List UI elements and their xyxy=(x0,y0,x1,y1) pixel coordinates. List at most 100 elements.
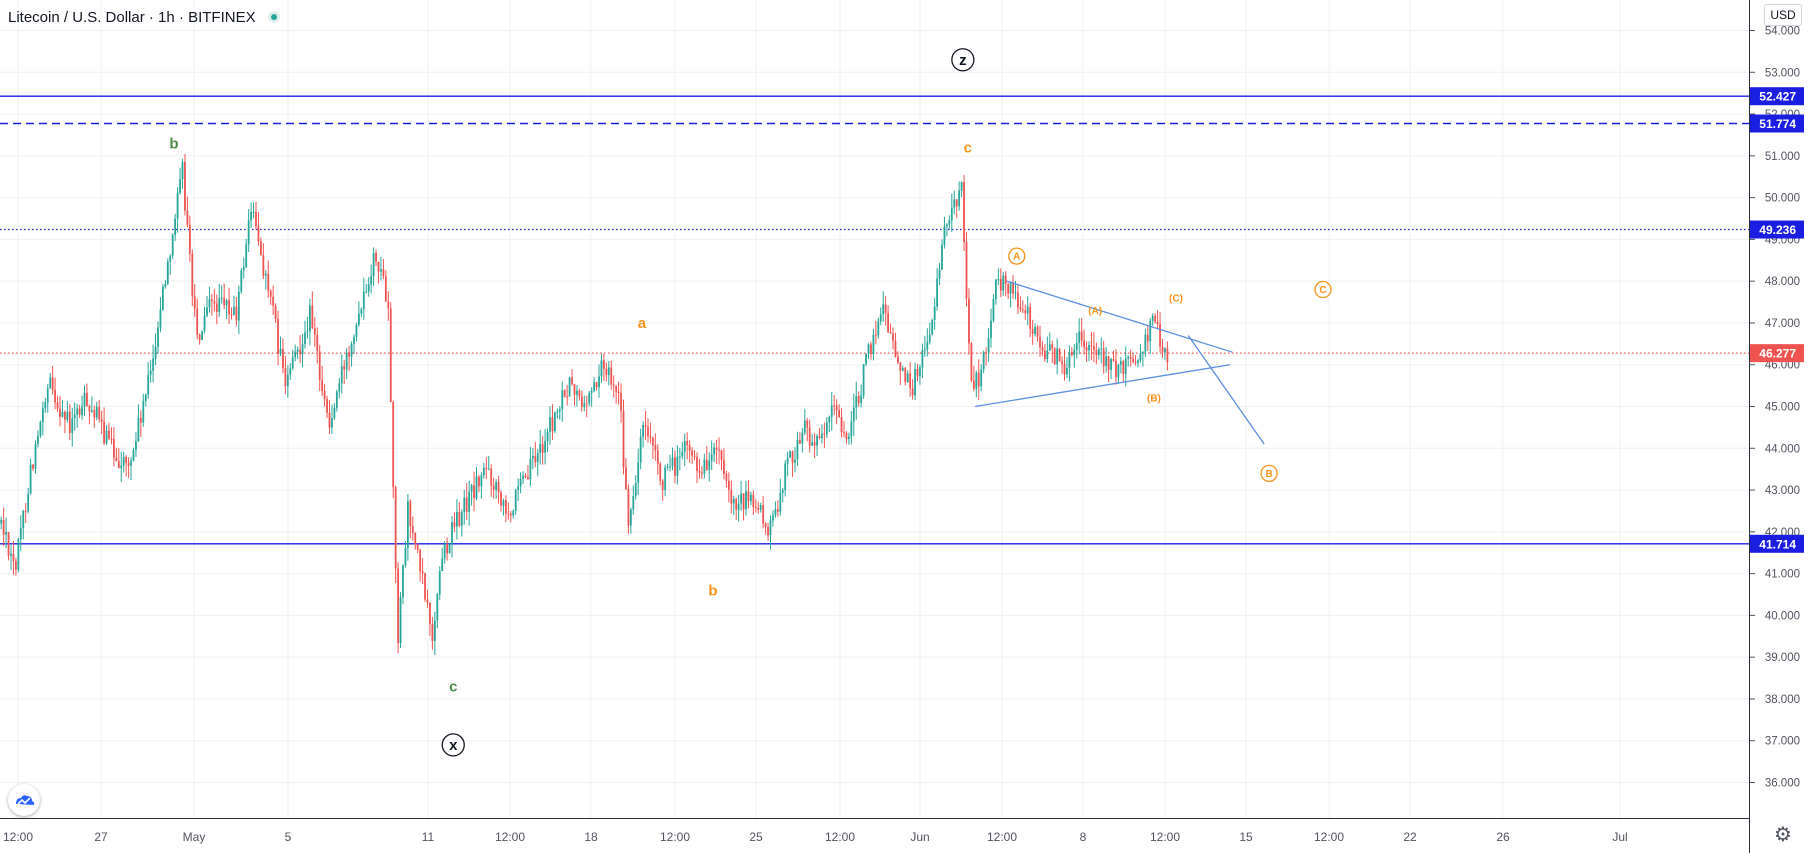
trend-line[interactable] xyxy=(974,364,1231,408)
candle-body xyxy=(416,544,419,550)
candle-body xyxy=(235,306,238,321)
candle-body xyxy=(228,300,230,315)
candle-body xyxy=(380,269,382,272)
time-tick-label: 18 xyxy=(584,830,598,844)
candle-body xyxy=(652,437,654,446)
candle-body xyxy=(407,501,409,548)
candle-body xyxy=(593,382,595,392)
gridlines xyxy=(0,0,1748,818)
candle-body xyxy=(29,464,32,494)
candle-body xyxy=(211,299,213,302)
time-tick-label: 15 xyxy=(1239,830,1253,844)
price-tick-label: 38.000 xyxy=(1765,694,1800,706)
currency-badge[interactable]: USD xyxy=(1764,4,1802,26)
trend-line[interactable] xyxy=(1006,280,1233,353)
candle-body xyxy=(1164,348,1166,353)
candle-body xyxy=(335,391,338,408)
candle-body xyxy=(808,427,811,446)
candle-body xyxy=(358,313,360,325)
wave-label-text[interactable]: (C) xyxy=(1169,293,1183,304)
candle-body xyxy=(972,380,975,389)
candle-body xyxy=(37,435,39,445)
candle-body xyxy=(56,402,59,409)
wave-label-circle[interactable] xyxy=(1314,280,1332,299)
candle-body xyxy=(551,417,554,432)
price-tick-label: 51.000 xyxy=(1765,151,1800,163)
candle-body xyxy=(71,418,74,433)
candle-body xyxy=(296,349,299,352)
candle-body xyxy=(1044,350,1046,360)
wave-label-text[interactable]: A xyxy=(1013,252,1020,263)
candle-body xyxy=(218,298,221,312)
candle-body xyxy=(892,333,894,341)
wave-label-text[interactable]: b xyxy=(708,583,717,600)
price-level-tag-label: 52.427 xyxy=(1759,90,1796,104)
candle-body xyxy=(64,411,66,420)
trend-line[interactable] xyxy=(1187,335,1265,445)
candle-body xyxy=(166,261,169,284)
candle-body xyxy=(1041,347,1044,351)
candle-body xyxy=(286,374,289,387)
time-tick-label: 25 xyxy=(749,830,763,844)
candle-body xyxy=(674,457,676,476)
wave-label-text[interactable]: b xyxy=(169,136,178,153)
candle-body xyxy=(309,305,311,332)
candle-body xyxy=(1134,361,1137,364)
wave-label-text[interactable]: B xyxy=(1265,469,1272,480)
candle-body xyxy=(1031,329,1034,334)
candle-body xyxy=(375,252,377,262)
settings-gear-icon[interactable]: ⚙ xyxy=(1774,824,1792,846)
candle-body xyxy=(919,367,921,377)
candle-body xyxy=(541,443,544,453)
candle-body xyxy=(333,407,336,418)
wave-label-text[interactable]: x xyxy=(449,737,458,754)
wave-label-circle[interactable] xyxy=(1260,464,1278,482)
candle-body xyxy=(223,297,226,306)
candle-body xyxy=(1137,360,1139,364)
price-level-tag-label: 49.236 xyxy=(1759,223,1796,237)
candle-body xyxy=(250,211,252,221)
candle-body xyxy=(656,450,659,464)
candle-body xyxy=(1144,334,1147,352)
candle-body xyxy=(147,374,150,395)
candle-body xyxy=(1122,361,1125,374)
wave-label-text[interactable]: (A) xyxy=(1088,306,1102,317)
wave-label-text[interactable]: z xyxy=(959,52,967,69)
candle-body xyxy=(784,463,787,491)
wave-label-circle[interactable] xyxy=(1008,247,1026,265)
candle-body xyxy=(803,420,806,433)
wave-label-circle[interactable] xyxy=(441,733,465,757)
candle-body xyxy=(762,505,765,524)
candle-body xyxy=(666,466,669,468)
candle-body xyxy=(774,509,777,516)
symbol-header[interactable]: Litecoin / U.S. Dollar · 1h · BITFINEX xyxy=(8,6,280,28)
wave-label-text[interactable]: c xyxy=(449,679,457,696)
wave-label-circle[interactable] xyxy=(951,48,975,72)
candle-body xyxy=(463,497,466,513)
candle-body xyxy=(196,308,199,335)
candle-body xyxy=(154,346,157,359)
candle-body xyxy=(12,553,15,562)
candle-body xyxy=(786,457,789,464)
wave-label-text[interactable]: c xyxy=(964,140,972,157)
candle-body xyxy=(429,602,431,625)
candle-body xyxy=(796,440,799,460)
wave-label-text[interactable]: (B) xyxy=(1147,394,1161,405)
candle-body xyxy=(965,242,968,299)
candle-body xyxy=(661,480,664,490)
candle-body xyxy=(355,324,358,337)
candle-body xyxy=(470,485,473,492)
price-tick-label: 53.000 xyxy=(1765,67,1800,79)
candle-body xyxy=(446,543,448,554)
candle-body xyxy=(394,487,397,569)
wave-label-text[interactable]: a xyxy=(638,315,647,332)
tradingview-logo-icon[interactable] xyxy=(8,784,40,816)
candle-body xyxy=(49,377,52,389)
candle-body xyxy=(1034,327,1036,334)
candle-body xyxy=(730,490,733,504)
wave-labels: z b c a b c x A (A) (B) (C) C B xyxy=(169,48,1332,757)
wave-label-text[interactable]: C xyxy=(1319,285,1326,296)
candle-body xyxy=(157,327,159,347)
